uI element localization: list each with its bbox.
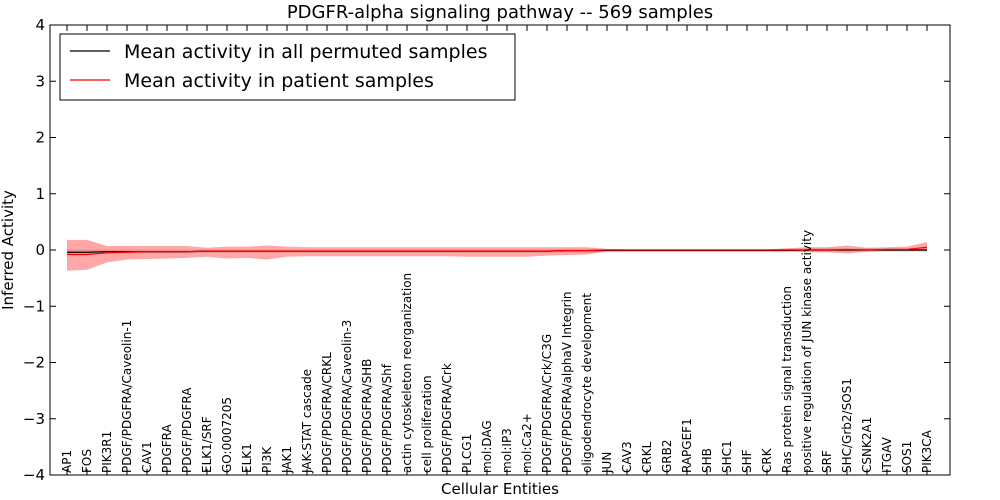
- y-tick-label: 0: [35, 241, 45, 259]
- legend-label-permuted: Mean activity in all permuted samples: [124, 41, 487, 63]
- x-tick-label: SOS1: [900, 441, 914, 473]
- band-series-1: [67, 239, 927, 271]
- x-axis-ticks: AP1 FOS PIK3R1 PDGF/PDGFRA/Caveolin-1 CAV1 PD…: [60, 25, 934, 475]
- x-tick-label: actin cytoskeleton reorganization: [400, 273, 414, 473]
- x-tick-label: ITGAV: [880, 436, 894, 473]
- x-tick-label: PDGF/PDGFRA/Crk/C3G: [540, 334, 554, 473]
- y-tick-label: −2: [23, 354, 45, 372]
- y-tick-label: 4: [35, 16, 45, 34]
- x-tick-label: CSNK2A1: [860, 417, 874, 473]
- x-tick-label: CRK: [760, 447, 774, 473]
- x-tick-label: mol:DAG: [480, 420, 494, 473]
- y-tick-label: −4: [23, 466, 45, 484]
- x-axis-label: Cellular Entities: [441, 480, 559, 498]
- x-tick-label: ELK1: [240, 443, 254, 473]
- x-tick-label: cell proliferation: [420, 375, 434, 473]
- x-tick-label: SHC/Grb2/SOS1: [840, 378, 854, 473]
- x-tick-label: PDGF/PDGFRA/SHB: [360, 359, 374, 473]
- x-tick-label: PI3K: [260, 446, 274, 473]
- x-tick-label: PDGF/PDGFRA/Caveolin-3: [340, 320, 354, 473]
- x-tick-label: PDGF/PDGFRA/Crk: [440, 363, 454, 473]
- x-tick-label: PDGF/PDGFRA/CRKL: [320, 352, 334, 473]
- x-tick-label: FOS: [80, 449, 94, 473]
- y-tick-label: −1: [23, 297, 45, 315]
- x-tick-label: Ras protein signal transduction: [780, 286, 794, 473]
- x-tick-label: CRKL: [640, 441, 654, 473]
- x-tick-label: SHC1: [720, 440, 734, 473]
- x-tick-label: GO:0007205: [220, 397, 234, 473]
- y-axis-ticks: −4 −3 −2 −1 0 1 2 3 4: [23, 16, 950, 484]
- x-tick-label: PDGF/PDGFRA/Caveolin-1: [120, 320, 134, 473]
- legend-box: [59, 33, 516, 101]
- x-tick-label: AP1: [60, 450, 74, 473]
- x-tick-label: JAK-STAT cascade: [300, 369, 314, 474]
- x-tick-label: SHF: [740, 449, 754, 473]
- x-tick-label: ELK1/SRF: [200, 416, 214, 473]
- x-tick-label: SHB: [700, 448, 714, 473]
- y-tick-label: 1: [35, 185, 45, 203]
- y-tick-label: −3: [23, 410, 45, 428]
- x-tick-label: JUN: [600, 452, 614, 474]
- x-tick-label: RAPGEF1: [680, 418, 694, 473]
- y-axis-label: Inferred Activity: [0, 190, 17, 310]
- x-tick-label: SRF: [820, 450, 834, 473]
- y-tick-label: 2: [35, 129, 45, 147]
- x-tick-label: PDGF/PDGFRA/alphaV Integrin: [560, 291, 574, 473]
- x-tick-label: oligodendrocyte development: [580, 293, 594, 473]
- x-tick-label: PIK3R1: [100, 431, 114, 473]
- x-tick-label: CAV1: [140, 441, 154, 473]
- x-tick-label: mol:Ca2+: [520, 413, 534, 473]
- x-tick-label: PIK3CA: [920, 429, 934, 473]
- x-tick-label: JAK1: [280, 446, 294, 474]
- x-tick-label: positive regulation of JUN kinase activi…: [800, 230, 814, 473]
- y-tick-label: 3: [35, 72, 45, 90]
- x-tick-label: CAV3: [620, 441, 634, 473]
- x-tick-label: mol:IP3: [500, 428, 514, 473]
- chart-title: PDGFR-alpha signaling pathway -- 569 sam…: [287, 2, 713, 23]
- x-tick-label: PDGF/PDGFRA: [180, 387, 194, 473]
- legend: Mean activity in all permuted samples Me…: [59, 33, 516, 101]
- x-tick-label: PDGFRA: [160, 423, 174, 473]
- line-series-1: [67, 246, 928, 256]
- legend-label-patient: Mean activity in patient samples: [124, 70, 434, 92]
- x-tick-label: PLCG1: [460, 434, 474, 473]
- x-tick-label: GRB2: [660, 439, 674, 473]
- series-lines: [67, 246, 928, 256]
- x-tick-label: PDGF/PDGFRA/Shf: [380, 363, 394, 473]
